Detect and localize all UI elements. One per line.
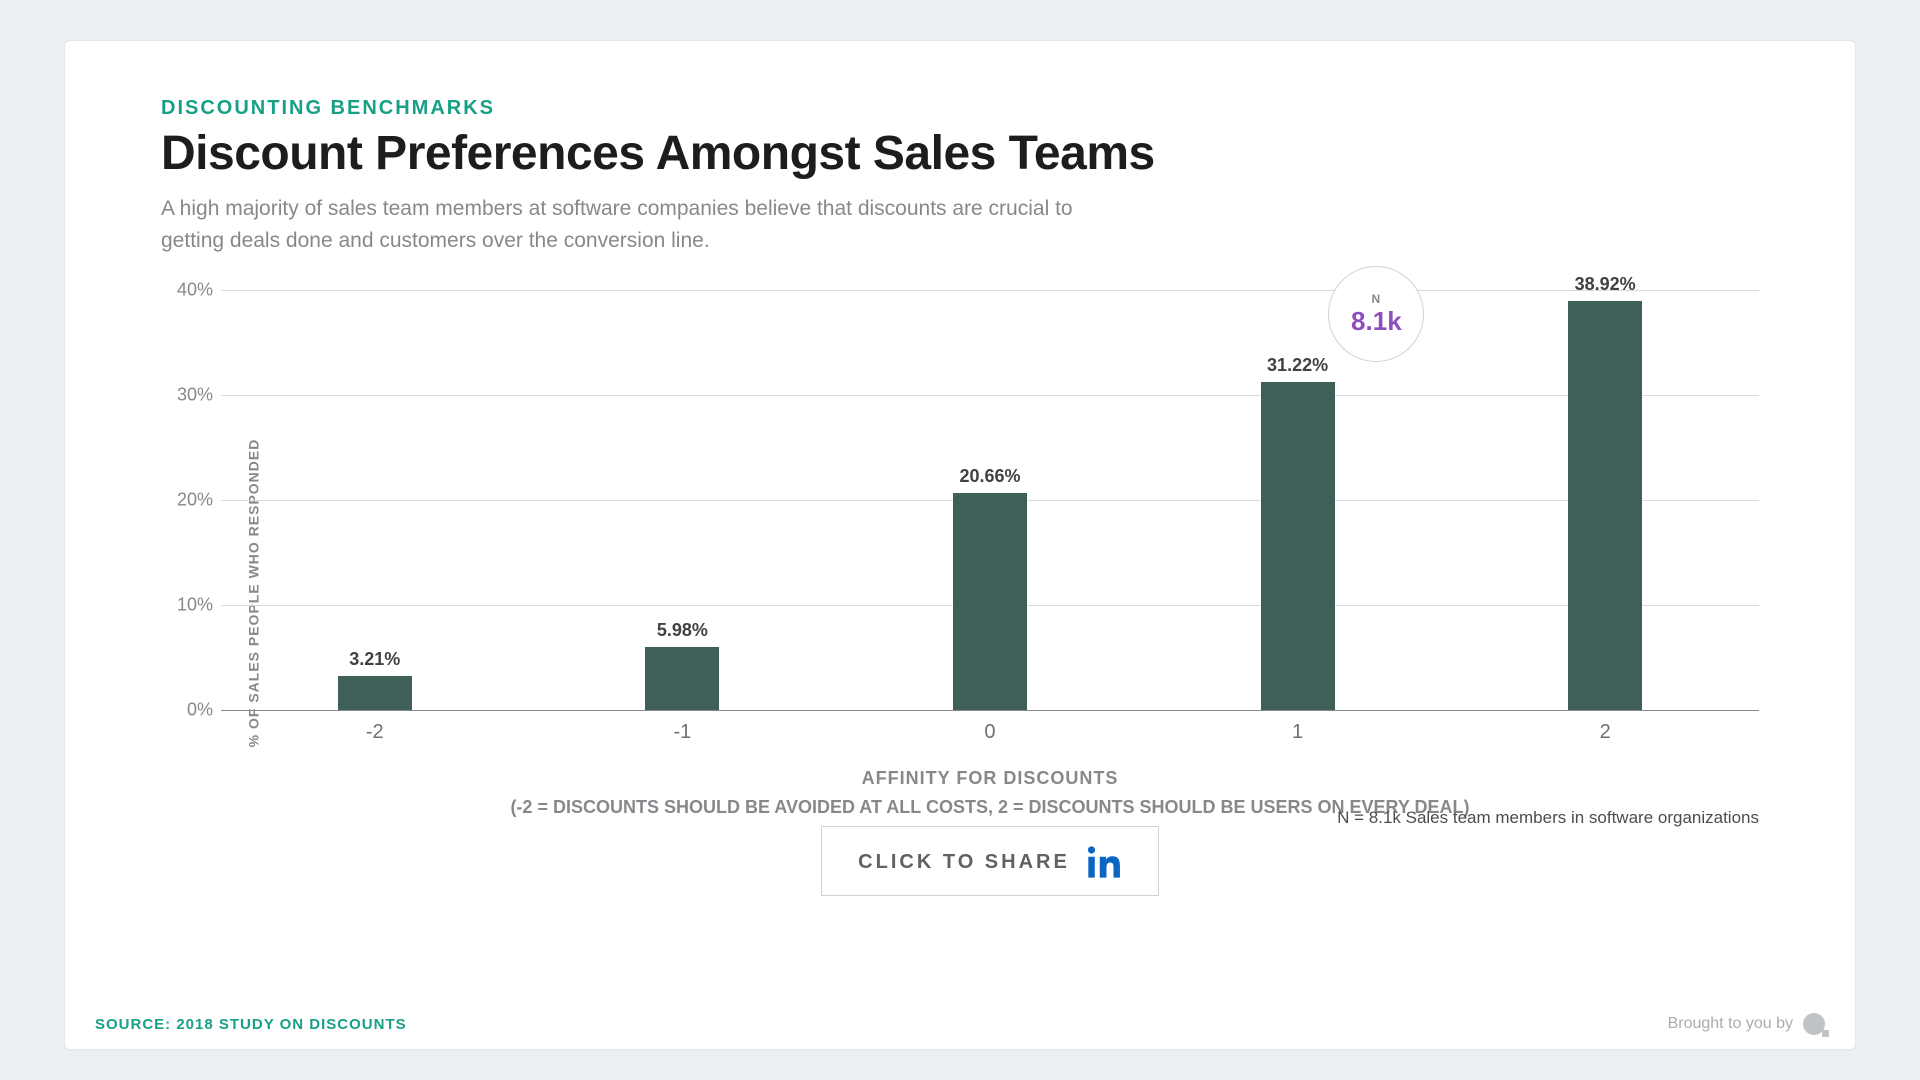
share-row: CLICK TO SHARE (221, 826, 1759, 896)
share-button[interactable]: CLICK TO SHARE (821, 826, 1159, 896)
page-title: Discount Preferences Amongst Sales Teams (161, 126, 1759, 181)
y-tick: 30% (159, 385, 213, 406)
bar (645, 647, 719, 710)
x-tick: 0 (836, 721, 1144, 744)
y-tick: 20% (159, 490, 213, 511)
brand-logo-icon (1803, 1013, 1825, 1035)
x-tick: -1 (529, 721, 837, 744)
bar-col: 3.21% (221, 290, 529, 710)
x-ticks: -2-1012 (221, 721, 1759, 744)
x-axis-label: AFFINITY FOR DISCOUNTS (221, 768, 1759, 789)
footer: SOURCE: 2018 STUDY ON DISCOUNTS Brought … (95, 1013, 1825, 1035)
bar (1568, 301, 1642, 710)
bar-col: 5.98% (529, 290, 837, 710)
share-label: CLICK TO SHARE (858, 851, 1070, 874)
n-badge-label: N (1372, 292, 1382, 306)
x-tick: -2 (221, 721, 529, 744)
plot-area: 0%10%20%30%40%3.21%5.98%20.66%31.22%38.9… (221, 290, 1759, 710)
y-tick: 0% (159, 700, 213, 721)
bar-value-label: 31.22% (1144, 355, 1452, 376)
x-tick: 1 (1144, 721, 1452, 744)
chart: % OF SALES PEOPLE WHO RESPONDED 0%10%20%… (161, 290, 1759, 896)
n-badge: N 8.1k (1328, 266, 1424, 362)
linkedin-icon (1088, 845, 1122, 879)
x-axis-baseline (221, 710, 1759, 711)
bar-value-label: 3.21% (221, 649, 529, 670)
bar-value-label: 5.98% (529, 620, 837, 641)
source-text: SOURCE: 2018 STUDY ON DISCOUNTS (95, 1016, 407, 1033)
plot: 0%10%20%30%40%3.21%5.98%20.66%31.22%38.9… (221, 290, 1759, 896)
n-badge-value: 8.1k (1351, 306, 1402, 337)
bar (338, 676, 412, 710)
brought-by: Brought to you by (1668, 1013, 1825, 1035)
bar (953, 493, 1027, 710)
x-tick: 2 (1451, 721, 1759, 744)
bar-col: 38.92% (1451, 290, 1759, 710)
y-tick: 40% (159, 280, 213, 301)
bar (1261, 382, 1335, 710)
bar-value-label: 20.66% (836, 466, 1144, 487)
bar-col: 20.66% (836, 290, 1144, 710)
eyebrow: DISCOUNTING BENCHMARKS (161, 97, 1759, 120)
n-caption: N = 8.1k Sales team members in software … (1337, 808, 1759, 828)
bar-value-label: 38.92% (1451, 274, 1759, 295)
y-tick: 10% (159, 595, 213, 616)
card: DISCOUNTING BENCHMARKS Discount Preferen… (64, 40, 1856, 1050)
brought-label: Brought to you by (1668, 1015, 1793, 1033)
subtitle: A high majority of sales team members at… (161, 193, 1121, 256)
bar-col: 31.22% (1144, 290, 1452, 710)
